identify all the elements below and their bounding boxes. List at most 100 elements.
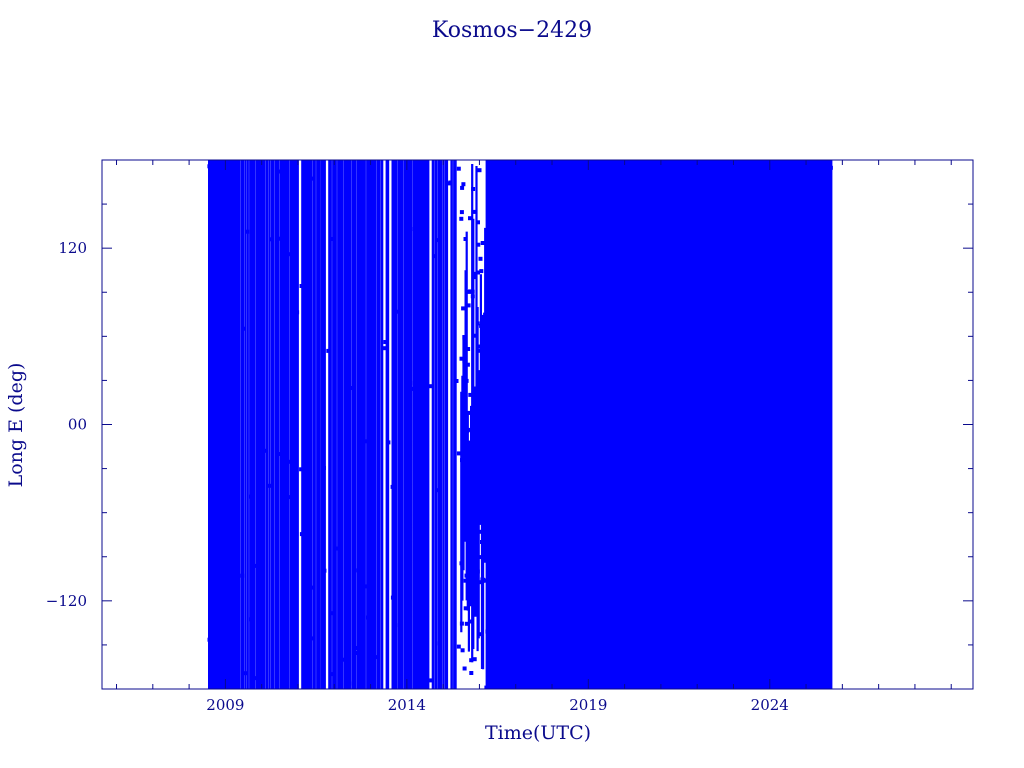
series-point <box>550 331 555 336</box>
x-tick-label: 2024 <box>751 696 789 714</box>
series-point <box>218 349 223 354</box>
series-point <box>211 579 216 584</box>
series-point <box>462 335 467 340</box>
series-point <box>223 550 227 554</box>
series-point <box>819 642 824 647</box>
series-point <box>428 384 433 389</box>
series-point <box>429 678 434 683</box>
series-point <box>500 454 505 459</box>
series-point <box>474 496 479 501</box>
series-point <box>578 259 583 264</box>
series-point <box>509 554 514 559</box>
series-point <box>223 411 228 415</box>
y-tick-label: 00 <box>68 416 87 434</box>
series-point <box>471 209 476 214</box>
series-point <box>508 674 513 679</box>
series-point <box>507 638 512 643</box>
y-tick-label: 120 <box>58 239 87 257</box>
series-point <box>218 508 223 512</box>
series-point <box>502 436 507 441</box>
series-point <box>484 319 489 324</box>
series-point <box>484 685 489 689</box>
series-point <box>405 653 410 658</box>
series-point <box>643 541 648 546</box>
series-point <box>221 523 226 527</box>
series-point <box>211 160 216 163</box>
series-point <box>502 465 506 470</box>
series-point <box>549 209 554 214</box>
series-point <box>212 665 217 670</box>
series-point <box>210 291 215 296</box>
series-point <box>486 174 491 179</box>
series-point <box>226 297 231 302</box>
series-point <box>486 259 491 264</box>
series-point <box>506 474 511 479</box>
series-point <box>224 366 229 371</box>
series-point <box>466 410 471 415</box>
series-point <box>662 206 666 211</box>
series-point <box>474 599 479 604</box>
series-point <box>743 580 748 585</box>
series-point <box>492 324 497 329</box>
series-point <box>762 543 767 547</box>
series-point <box>216 224 221 229</box>
series-point <box>208 160 213 163</box>
series-point <box>409 386 414 391</box>
series-point <box>483 432 488 436</box>
series-point <box>412 227 417 231</box>
series-point <box>473 333 478 338</box>
series-point <box>467 440 472 445</box>
series-point <box>489 288 494 293</box>
series-point <box>482 533 487 538</box>
series-point <box>512 317 517 322</box>
series-point <box>338 361 343 366</box>
series-point <box>580 632 585 637</box>
series-point <box>218 379 223 384</box>
series-point <box>821 215 826 220</box>
series-point <box>338 426 343 431</box>
series-point <box>475 374 480 379</box>
series-point <box>207 164 212 169</box>
series-point <box>465 362 470 367</box>
series-point <box>475 446 480 451</box>
series-point <box>509 399 514 403</box>
series-point <box>464 462 469 467</box>
series-point <box>223 582 228 587</box>
series-point <box>495 200 500 205</box>
series-point <box>286 495 291 500</box>
series-point <box>489 605 494 610</box>
series-point <box>485 489 489 494</box>
series-point <box>412 380 417 385</box>
series-point <box>780 649 785 654</box>
series-point <box>504 513 508 517</box>
series-point <box>503 327 507 332</box>
series-point <box>215 499 220 504</box>
series-point <box>505 434 510 439</box>
series-point <box>499 685 504 689</box>
series-point <box>485 398 490 403</box>
series-point <box>224 360 229 365</box>
series-point <box>307 316 312 321</box>
series-point <box>490 218 495 223</box>
series-point <box>476 270 480 275</box>
series-point <box>485 629 490 634</box>
y-axis: 120 00 −120 <box>46 203 973 646</box>
series-point <box>469 658 474 663</box>
series-point <box>506 348 511 353</box>
series-point <box>358 570 363 575</box>
series-point <box>738 411 742 416</box>
series-point <box>509 456 514 461</box>
series-point <box>478 348 482 353</box>
series-point <box>218 433 222 438</box>
series-point <box>334 546 339 551</box>
series-point <box>714 190 719 195</box>
series-point <box>454 379 459 383</box>
series-point <box>470 475 475 480</box>
series-point <box>506 497 511 502</box>
series-point <box>463 488 467 493</box>
series-point <box>646 410 651 414</box>
series-point <box>460 562 465 567</box>
series-point <box>220 481 225 486</box>
series-point <box>460 185 465 190</box>
series-point <box>220 304 225 309</box>
